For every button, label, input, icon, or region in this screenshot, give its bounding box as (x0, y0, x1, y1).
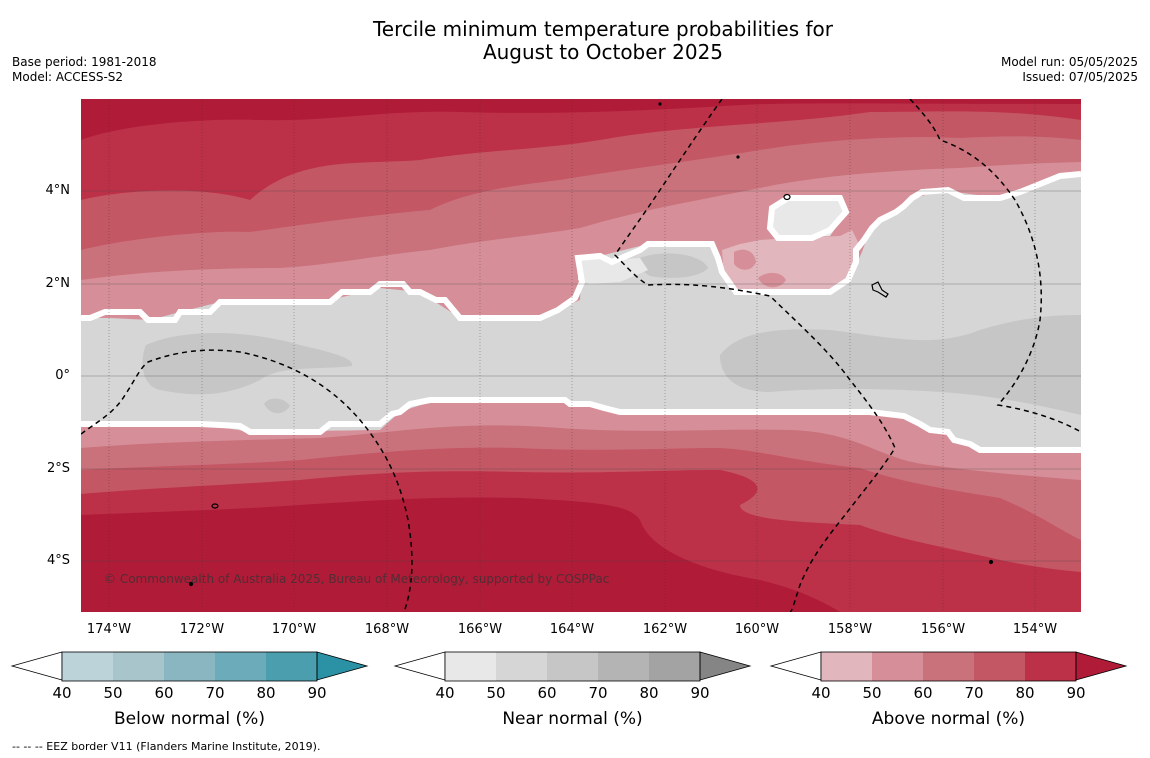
above-tick: 60 (913, 684, 933, 702)
near-normal-title: Near normal (%) (502, 709, 643, 729)
colorbar-above-normal (769, 651, 1128, 682)
below-normal-title: Below normal (%) (114, 709, 265, 729)
below-tick: 70 (205, 684, 225, 702)
above-extend-low (769, 651, 822, 681)
meta-right: Model run: 05/05/2025 Issued: 07/05/2025 (1001, 55, 1138, 85)
lat-label-4s: 4°S (46, 553, 70, 568)
lon-label-170w: 170°W (271, 622, 317, 637)
above-tick: 90 (1066, 684, 1086, 702)
lon-label-154w: 154°W (1012, 622, 1058, 637)
near-swatch (547, 652, 598, 681)
above-tick: 70 (964, 684, 984, 702)
lon-label-164w: 164°W (549, 622, 595, 637)
below-tick: 50 (103, 684, 123, 702)
below-tick: 40 (52, 684, 72, 702)
below-tick: 90 (307, 684, 327, 702)
lat-label-0: 0° (55, 368, 70, 383)
lon-label-168w: 168°W (364, 622, 410, 637)
base-period: Base period: 1981-2018 (12, 55, 157, 69)
below-swatch (164, 652, 215, 681)
above-tick: 50 (862, 684, 882, 702)
near-tick: 40 (435, 684, 455, 702)
near-tick: 60 (537, 684, 557, 702)
above-tick: 40 (811, 684, 831, 702)
eez-borders (81, 99, 1081, 612)
lat-label-4n: 4°N (45, 183, 71, 198)
lon-label-166w: 166°W (457, 622, 503, 637)
lon-label-156w: 156°W (920, 622, 966, 637)
near-extend-low (393, 651, 446, 681)
near-tick: 50 (486, 684, 506, 702)
islands (188, 102, 994, 587)
above-swatch (1025, 652, 1076, 681)
above-swatch (821, 652, 872, 681)
map-title: Tercile minimum temperature probabilitie… (0, 18, 1150, 64)
copyright-notice: © Commonwealth of Australia 2025, Bureau… (104, 572, 610, 586)
above-extend-high (1075, 651, 1128, 681)
near-swatch (445, 652, 496, 681)
above-swatch (974, 652, 1025, 681)
lon-label-160w: 160°W (734, 622, 780, 637)
above-normal-title: Above normal (%) (871, 709, 1026, 729)
near-tick: 70 (588, 684, 608, 702)
lon-label-158w: 158°W (827, 622, 873, 637)
below-tick: 60 (154, 684, 174, 702)
lon-label-172w: 172°W (179, 622, 225, 637)
near-extend-high (699, 651, 752, 681)
below-extend-high (316, 651, 369, 681)
meta-left: Base period: 1981-2018 Model: ACCESS-S2 (12, 55, 157, 85)
lon-label-174w: 174°W (86, 622, 132, 637)
lat-label-2n: 2°N (45, 276, 71, 291)
lon-label-162w: 162°W (642, 622, 688, 637)
title-line-2: August to October 2025 (482, 40, 724, 64)
near-tick: 90 (690, 684, 710, 702)
map-field (81, 99, 1081, 612)
eez-legend-note: -- -- -- EEZ border V11 (Flanders Marine… (12, 740, 321, 753)
model-run: Model run: 05/05/2025 (1000, 55, 1138, 69)
below-swatch (266, 652, 317, 681)
below-extend-low (10, 651, 63, 681)
near-swatch (598, 652, 649, 681)
below-swatch (62, 652, 113, 681)
lat-label-2s: 2°S (46, 461, 70, 476)
near-tick: 80 (639, 684, 659, 702)
above-tick: 80 (1015, 684, 1035, 702)
below-tick: 80 (256, 684, 276, 702)
colorbar-near-normal (393, 651, 752, 682)
below-swatch (215, 652, 266, 681)
issued-date: Issued: 07/05/2025 (1022, 70, 1138, 84)
colorbar-below-normal (10, 651, 369, 682)
above-swatch (872, 652, 923, 681)
below-swatch (113, 652, 164, 681)
title-line-1: Tercile minimum temperature probabilitie… (372, 17, 834, 41)
above-swatch (923, 652, 974, 681)
near-swatch (496, 652, 547, 681)
model-name: Model: ACCESS-S2 (12, 70, 124, 84)
near-swatch (649, 652, 700, 681)
